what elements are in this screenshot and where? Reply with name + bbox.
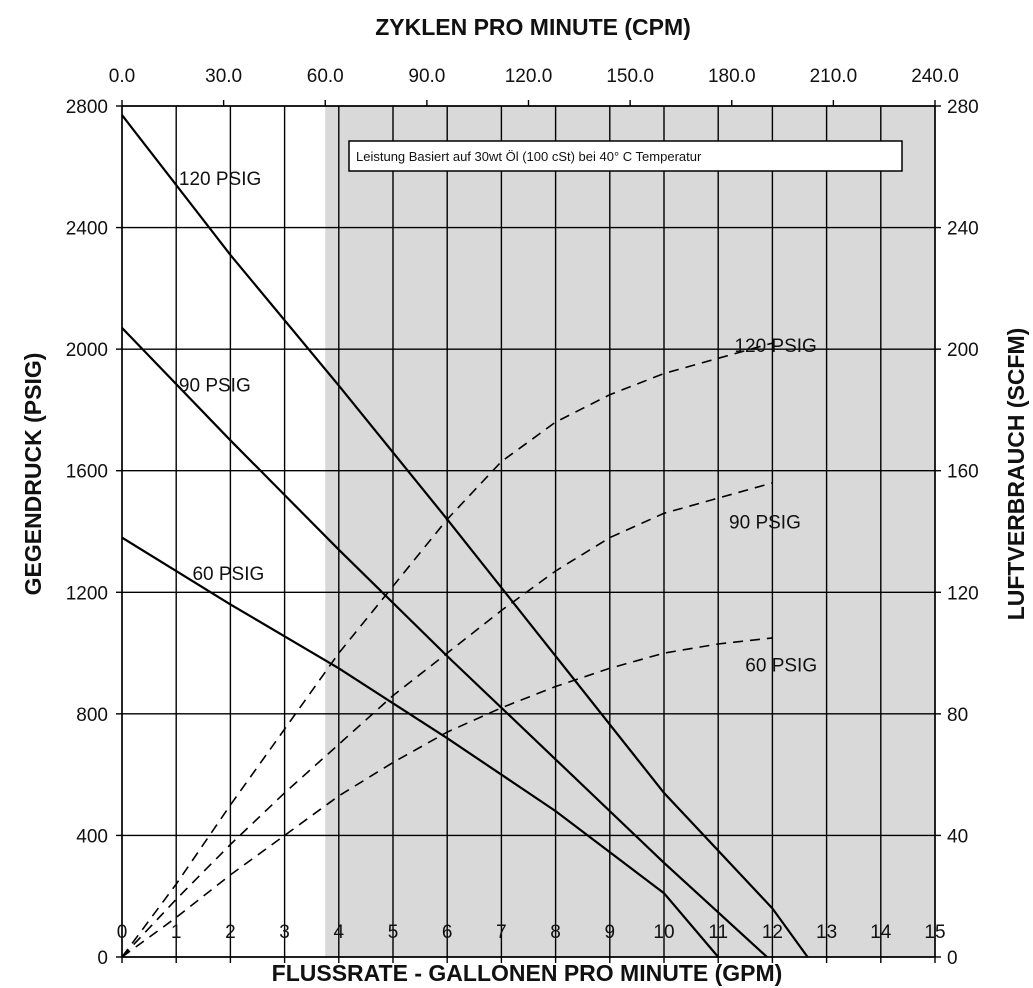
annotation-text: Leistung Basiert auf 30wt Öl (100 cSt) b… [356, 149, 702, 164]
shaded-region [325, 106, 935, 957]
right-tick-label: 160 [947, 462, 979, 483]
right-tick-label: 240 [947, 219, 979, 240]
bottom-tick-label: 4 [334, 922, 345, 943]
left-tick-label: 1200 [66, 583, 108, 604]
air-consumption-line [121, 637, 773, 958]
left-tick-label: 0 [97, 948, 108, 969]
right-axis-title: LUFTVERBRAUCH (SCFM) [1003, 328, 1029, 621]
left-tick-label: 2400 [66, 219, 108, 240]
left-tick-label: 2800 [66, 97, 108, 118]
air-consumption-line [121, 342, 773, 958]
bottom-tick-label: 3 [279, 922, 290, 943]
top-tick-label: 210.0 [810, 66, 858, 87]
pressure-line [121, 536, 720, 958]
right-tick-label: 80 [947, 705, 968, 726]
curve-label: 60 PSIG [745, 655, 817, 676]
pressure-line [121, 327, 768, 958]
right-tick-label: 120 [947, 583, 979, 604]
left-tick-label: 1600 [66, 462, 108, 483]
right-tick-label: 40 [947, 826, 968, 847]
bottom-tick-label: 11 [708, 922, 728, 943]
right-tick-label: 280 [947, 97, 979, 118]
top-tick-label: 120.0 [505, 66, 553, 87]
left-tick-label: 800 [76, 705, 108, 726]
top-tick-label: 180.0 [708, 66, 756, 87]
left-tick-label: 400 [76, 826, 108, 847]
bottom-axis-title: FLUSSRATE - GALLONEN PRO MINUTE (GPM) [272, 960, 783, 986]
top-tick-label: 240.0 [911, 66, 959, 87]
bottom-axis-ticks: 0 1 2 3 4 5 6 7 8 9 10 11 12 13 14 15 [117, 922, 946, 963]
bottom-tick-label: 5 [388, 922, 399, 943]
right-tick-label: 200 [947, 340, 979, 361]
air-consumption-line [121, 482, 773, 958]
pressure-line [121, 114, 809, 958]
bottom-tick-label: 7 [496, 922, 507, 943]
bottom-tick-label: 14 [870, 922, 892, 943]
bottom-tick-label: 0 [117, 922, 128, 943]
annotation-box: Leistung Basiert auf 30wt Öl (100 cSt) b… [348, 140, 903, 172]
top-tick-label: 0.0 [109, 66, 135, 87]
bottom-tick-label: 2 [225, 922, 236, 943]
curve-label: 90 PSIG [729, 512, 801, 533]
top-axis-ticks: 0.0 30.0 60.0 90.0 120.0 150.0 180.0 210.0 240.0 [109, 66, 959, 106]
bottom-tick-label: 12 [762, 922, 783, 943]
bottom-tick-label: 15 [924, 922, 945, 943]
left-tick-label: 2000 [66, 340, 108, 361]
right-tick-label: 0 [947, 948, 958, 969]
curve-labels: 120 PSIG 90 PSIG 60 PSIG 120 PSIG 90 PSIG 60 … [179, 169, 817, 676]
curve-label: 90 PSIG [179, 376, 251, 397]
left-axis-title: GEGENDRUCK (PSIG) [20, 353, 46, 596]
curve-label: 120 PSIG [734, 336, 816, 357]
left-axis-ticks: 0 400 800 1200 1600 2000 2400 2800 [66, 97, 122, 969]
top-axis-title: ZYKLEN PRO MINUTE (CPM) [375, 14, 691, 40]
curve-label: 60 PSIG [192, 564, 264, 585]
top-tick-label: 150.0 [606, 66, 654, 87]
right-axis-ticks: 0 40 80 120 160 200 240 280 [935, 97, 979, 969]
series-lines [121, 114, 809, 958]
annotation-frame [348, 140, 903, 172]
curve-label: 120 PSIG [179, 169, 261, 190]
bottom-tick-label: 6 [442, 922, 453, 943]
bottom-tick-label: 8 [550, 922, 561, 943]
bottom-tick-label: 10 [653, 922, 674, 943]
bottom-tick-label: 9 [605, 922, 616, 943]
bottom-tick-label: 1 [171, 922, 182, 943]
top-tick-label: 90.0 [408, 66, 445, 87]
top-tick-label: 30.0 [205, 66, 242, 87]
top-tick-label: 60.0 [307, 66, 344, 87]
bottom-tick-label: 13 [816, 922, 837, 943]
